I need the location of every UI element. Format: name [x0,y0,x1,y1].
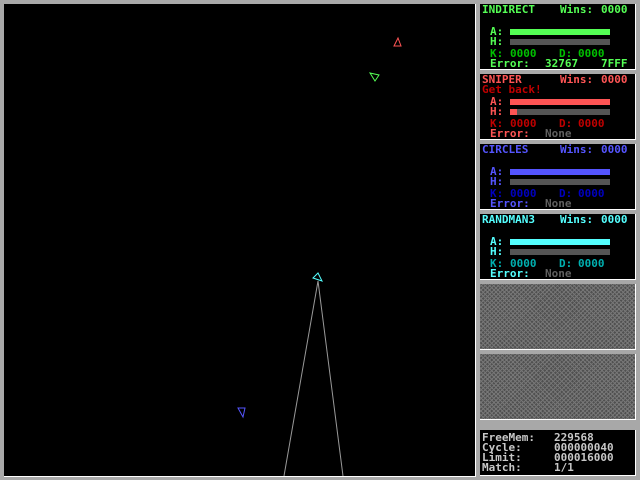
robot-status-panel: SNIPER Wins: 0000 Get back! A: H: K: 000… [480,74,636,140]
armor-bar [510,169,610,175]
wins-label: Wins: [560,213,594,226]
robot-circles [237,407,246,419]
kills-label: K: [490,117,504,130]
robot-name: RANDMAN3 [482,213,535,226]
cycle-value: 000000040 [554,441,614,454]
error-value: 32767 [545,57,579,70]
match-info-panel: FreeMem: 229568 Cycle: 000000040 Limit: … [480,430,636,476]
heat-bar [510,39,610,45]
kills-value: 0000 [510,187,537,200]
freemem-value: 229568 [554,431,594,444]
deaths-label: D: [559,257,573,270]
robot-message: Get back! [482,83,542,96]
empty-robot-slot [480,354,636,420]
error-hex: 7FFF [601,57,628,70]
armor-label: A: [490,95,504,108]
wins-value: 0000 [601,73,628,86]
robot-sniper [393,36,402,47]
battle-arena [4,4,476,477]
robot-indirect [368,72,380,82]
error-label: Error: [490,57,530,70]
armor-label: A: [490,235,504,248]
armor-bar [510,99,610,105]
error-value: None [545,267,572,280]
error-label: Error: [490,197,530,210]
wins-value: 0000 [601,3,628,16]
error-value: None [545,127,572,140]
kills-label: K: [490,47,504,60]
robot-status-panel: RANDMAN3 Wins: 0000 A: H: K: 0000 D: 000… [480,214,636,280]
wins-label: Wins: [560,3,594,16]
armor-label: A: [490,165,504,178]
empty-robot-slot [480,284,636,350]
deaths-value: 0000 [578,257,605,270]
deaths-value: 0000 [578,187,605,200]
kills-label: K: [490,187,504,200]
kills-label: K: [490,257,504,270]
cycle-label: Cycle: [482,441,522,454]
heat-bar [510,179,610,185]
wins-value: 0000 [601,143,628,156]
heat-label: H: [490,35,504,48]
deaths-value: 0000 [578,47,605,60]
armor-bar [510,29,610,35]
limit-value: 000016000 [554,451,614,464]
arena-graphics [237,36,402,477]
kills-value: 0000 [510,47,537,60]
robot-randman3 [312,272,323,282]
robot-name: SNIPER [482,73,522,86]
armor-bar [510,239,610,245]
robot-name: INDIRECT [482,3,535,16]
robot-name: CIRCLES [482,143,529,156]
kills-value: 0000 [510,257,537,270]
error-label: Error: [490,127,530,140]
deaths-value: 0000 [578,117,605,130]
robot-status-panel: CIRCLES Wins: 0000 A: H: K: 0000 D: 0000… [480,144,636,210]
limit-label: Limit: [482,451,522,464]
match-value: 1/1 [554,461,574,474]
deaths-label: D: [559,187,573,200]
robot-status-panel: INDIRECT Wins: 0000 A: H: K: 0000 D: 000… [480,4,636,70]
kills-value: 0000 [510,117,537,130]
scan-arc-line [283,280,344,477]
deaths-label: D: [559,117,573,130]
wins-label: Wins: [560,73,594,86]
wins-label: Wins: [560,143,594,156]
freemem-label: FreeMem: [482,431,535,444]
match-label: Match: [482,461,522,474]
heat-bar [510,249,610,255]
heat-label: H: [490,245,504,258]
deaths-label: D: [559,47,573,60]
armor-label: A: [490,25,504,38]
heat-label: H: [490,105,504,118]
wins-value: 0000 [601,213,628,226]
heat-label: H: [490,175,504,188]
error-label: Error: [490,267,530,280]
heat-bar [510,109,610,115]
error-value: None [545,197,572,210]
